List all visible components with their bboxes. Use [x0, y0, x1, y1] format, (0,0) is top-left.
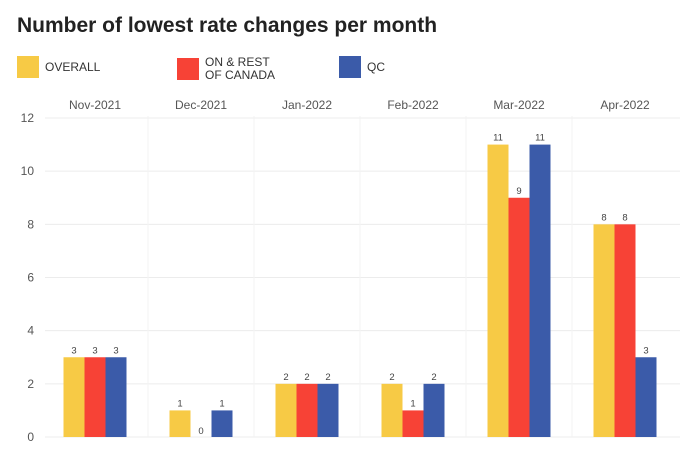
- data-label-qc-nov-2021: 3: [113, 345, 118, 356]
- y-tick-label-4: 4: [27, 324, 34, 338]
- category-label-mar-2022: Mar-2022: [493, 98, 545, 112]
- y-tick-label-10: 10: [21, 164, 35, 178]
- y-tick-label-0: 0: [27, 430, 34, 444]
- data-label-qc-mar-2022: 11: [535, 133, 545, 144]
- category-label-jan-2022: Jan-2022: [282, 98, 332, 112]
- legend-label-overall: OVERALL: [45, 59, 101, 74]
- y-tick-label-12: 12: [21, 111, 35, 125]
- y-tick-label-2: 2: [27, 377, 34, 391]
- legend-item-on-rest-of-canada: ON & REST OF CANADA: [177, 56, 275, 82]
- data-label-qc-jan-2022: 2: [325, 372, 330, 383]
- data-label-overall-apr-2022: 8: [601, 212, 606, 223]
- data-label-overall-mar-2022: 11: [493, 133, 503, 144]
- legend-item-overall: OVERALL: [17, 56, 100, 78]
- category-label-dec-2021: Dec-2021: [175, 98, 227, 112]
- legend-swatch-overall: [17, 56, 39, 78]
- legend-label-on-rest-of-canada: ON & REST OF CANADA: [205, 55, 276, 82]
- y-tick-label-8: 8: [27, 217, 34, 231]
- bar-qc-feb-2022: [423, 383, 445, 437]
- category-label-feb-2022: Feb-2022: [387, 98, 439, 112]
- category-label-nov-2021: Nov-2021: [69, 98, 121, 112]
- bar-overall-jan-2022: [275, 383, 297, 437]
- bar-overall-nov-2021: [63, 357, 85, 437]
- bar-overall-dec-2021: [169, 410, 191, 437]
- bar-overall-mar-2022: [487, 144, 509, 438]
- data-label-qc-apr-2022: 3: [643, 345, 648, 356]
- bar-qc-dec-2021: [211, 410, 233, 437]
- bar-on-rest-of-canada-apr-2022: [614, 224, 636, 437]
- bar-qc-mar-2022: [529, 144, 551, 438]
- legend-item-qc: QC: [339, 56, 385, 78]
- data-label-qc-dec-2021: 1: [219, 398, 224, 409]
- bar-qc-jan-2022: [317, 383, 339, 437]
- category-label-apr-2022: Apr-2022: [600, 98, 650, 112]
- data-label-on-rest-of-canada-mar-2022: 9: [516, 186, 521, 197]
- y-tick-label-6: 6: [27, 271, 34, 285]
- bar-overall-apr-2022: [593, 224, 615, 437]
- data-label-on-rest-of-canada-dec-2021: 0: [198, 426, 203, 437]
- bar-on-rest-of-canada-mar-2022: [508, 197, 530, 437]
- bar-overall-feb-2022: [381, 383, 403, 437]
- bar-on-rest-of-canada-feb-2022: [402, 410, 424, 437]
- bar-qc-nov-2021: [105, 357, 127, 437]
- data-label-overall-dec-2021: 1: [177, 398, 182, 409]
- data-label-overall-nov-2021: 3: [71, 345, 76, 356]
- data-label-overall-jan-2022: 2: [283, 372, 288, 383]
- data-label-on-rest-of-canada-feb-2022: 1: [410, 398, 415, 409]
- bar-on-rest-of-canada-jan-2022: [296, 383, 318, 437]
- data-label-qc-feb-2022: 2: [431, 372, 436, 383]
- bar-on-rest-of-canada-nov-2021: [84, 357, 106, 437]
- data-label-on-rest-of-canada-jan-2022: 2: [304, 372, 309, 383]
- data-label-on-rest-of-canada-nov-2021: 3: [92, 345, 97, 356]
- bar-qc-apr-2022: [635, 357, 657, 437]
- legend: OVERALL ON & REST OF CANADA QC: [0, 56, 690, 90]
- legend-label-qc: QC: [367, 59, 385, 74]
- chart-title: Number of lowest rate changes per month: [17, 14, 438, 37]
- legend-swatch-qc: [339, 56, 361, 78]
- legend-swatch-on-rest-of-canada: [177, 58, 199, 80]
- data-label-on-rest-of-canada-apr-2022: 8: [622, 212, 627, 223]
- data-label-overall-feb-2022: 2: [389, 372, 394, 383]
